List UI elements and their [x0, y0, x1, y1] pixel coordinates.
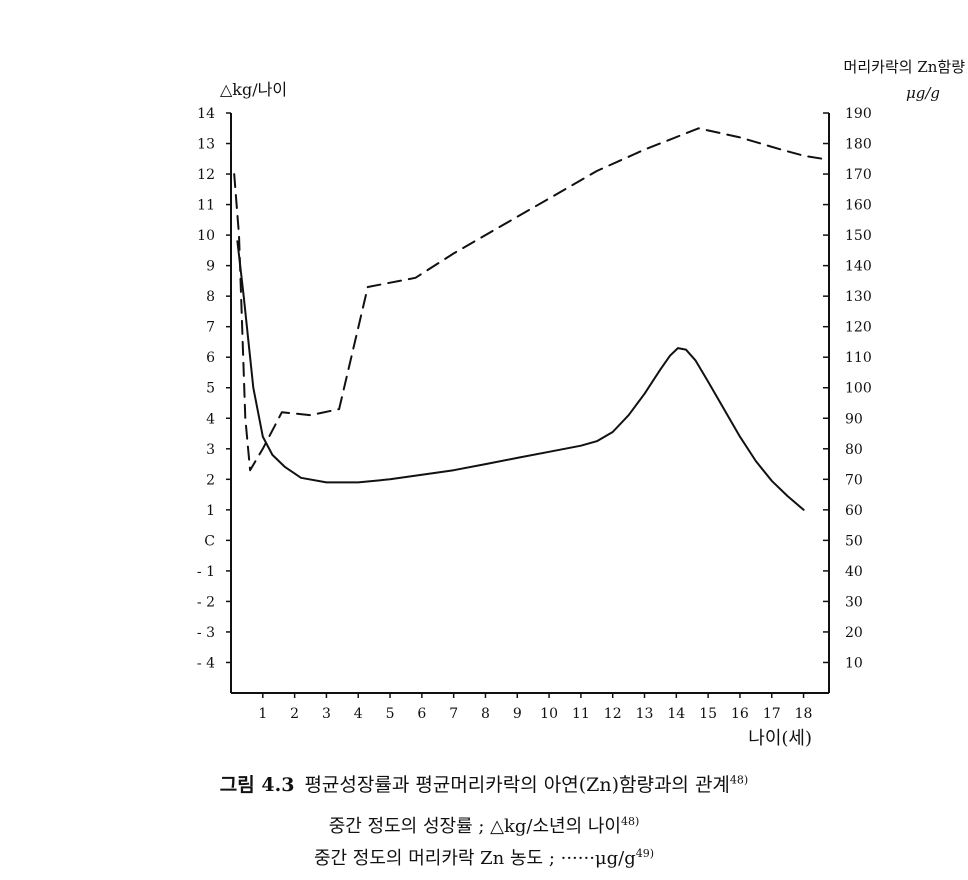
x-tick-label: 18 — [795, 706, 813, 722]
zinc-content-dashed-line — [233, 127, 824, 472]
right-tick-label: 130 — [845, 289, 872, 305]
left-tick-label: 11 — [197, 198, 215, 214]
left-tick-label: 10 — [197, 228, 215, 244]
left-axis-title: △kg/나이 — [220, 80, 287, 99]
x-tick-label: 12 — [604, 706, 622, 722]
right-tick-label: 190 — [845, 106, 872, 122]
right-tick-label: 30 — [845, 594, 863, 610]
right-tick-label: 80 — [845, 442, 863, 458]
x-tick-label: 16 — [731, 706, 749, 722]
left-tick-label: C — [204, 533, 215, 549]
right-tick-label: 10 — [845, 655, 863, 671]
left-tick-label: 7 — [206, 320, 215, 336]
right-tick-label: 120 — [845, 320, 872, 336]
left-tick-label: 6 — [206, 350, 215, 366]
x-tick-label: 2 — [290, 706, 299, 722]
right-tick-label: 180 — [845, 137, 872, 153]
right-tick-label: 170 — [845, 167, 872, 183]
right-tick-label: 60 — [845, 503, 863, 519]
left-tick-label: 2 — [206, 472, 215, 488]
series-group — [233, 127, 824, 511]
figure-number: 그림 4.3 — [219, 774, 295, 796]
x-tick-label: 1 — [258, 706, 267, 722]
figure-caption-title: 그림 4.3 평균성장률과 평균머리카락의 아연(Zn)함량과의 관계48) — [0, 770, 968, 797]
left-tick-label: 9 — [206, 259, 215, 275]
right-tick-label: 140 — [845, 259, 872, 275]
x-tick-label: 8 — [481, 706, 490, 722]
x-tick-label: 13 — [636, 706, 654, 722]
left-tick-label: 1 — [206, 503, 215, 519]
right-tick-label: 110 — [845, 350, 872, 366]
right-tick-label: 160 — [845, 198, 872, 214]
right-tick-label: 20 — [845, 625, 863, 641]
figure-title: 평균성장률과 평균머리카락의 아연(Zn)함량과의 관계 — [304, 774, 730, 796]
right-tick-label: 40 — [845, 564, 863, 580]
x-tick-label: 15 — [699, 706, 717, 722]
x-tick-label: 9 — [513, 706, 522, 722]
right-tick-label: 90 — [845, 411, 863, 427]
caption-zinc-text: 중간 정도의 머리카락 Zn 농도 ; ······μg/g — [313, 848, 636, 869]
right-tick-label: 100 — [845, 381, 872, 397]
caption-growth-text: 중간 정도의 성장률 ; △kg/소년의 나이 — [328, 816, 621, 837]
left-tick-label: 3 — [206, 442, 215, 458]
x-tick-label: 10 — [540, 706, 558, 722]
axes — [230, 113, 830, 694]
left-tick-label: 5 — [206, 381, 215, 397]
x-tick-label: 11 — [572, 706, 590, 722]
x-axis-title: 나이(세) — [748, 728, 812, 749]
x-tick-label: 3 — [322, 706, 331, 722]
left-tick-label: 12 — [197, 167, 215, 183]
right-tick-label: 70 — [845, 472, 863, 488]
x-tick-label: 7 — [449, 706, 458, 722]
left-tick-label: 8 — [206, 289, 215, 305]
caption-zinc-legend: 중간 정도의 머리카락 Zn 농도 ; ······μg/g49) — [0, 844, 968, 870]
x-axis-ticks: 1 2 3 4 5 6 7 8 9 10 11 12 13 14 15 16 17 18 — [258, 693, 812, 722]
figure-title-ref: 48) — [729, 773, 749, 787]
caption-zinc-ref: 49) — [635, 847, 655, 860]
x-tick-label: 6 — [417, 706, 426, 722]
right-tick-label: 150 — [845, 228, 872, 244]
left-tick-label: - 1 — [197, 564, 215, 580]
left-tick-label: 14 — [197, 106, 215, 122]
caption-growth-ref: 48) — [621, 815, 640, 828]
right-tick-label: 50 — [845, 533, 863, 549]
right-axis-ticks: 190 180 170 160 150 140 130 120 110 100 90 80 70 60 50… — [823, 106, 872, 671]
caption-growth-legend: 중간 정도의 성장률 ; △kg/소년의 나이48) — [0, 812, 968, 838]
x-tick-label: 17 — [763, 706, 781, 722]
right-axis-title-line2: μg/g — [906, 84, 940, 102]
growth-rate-solid-line — [236, 240, 805, 511]
left-tick-label: - 4 — [197, 655, 215, 671]
left-tick-label: - 3 — [197, 625, 215, 641]
left-tick-label: 13 — [197, 137, 215, 153]
x-tick-label: 4 — [354, 706, 363, 722]
left-tick-label: 4 — [206, 411, 215, 427]
left-tick-label: - 2 — [197, 594, 215, 610]
x-tick-label: 5 — [386, 706, 395, 722]
right-axis-title-line1: 머리카락의 Zn함량 — [844, 58, 966, 76]
x-tick-label: 14 — [667, 706, 685, 722]
left-axis-ticks: 14 13 12 11 10 9 8 7 6 5 4 3 2 1 C - 1 - 2 - 3 - 4 — [197, 106, 231, 671]
